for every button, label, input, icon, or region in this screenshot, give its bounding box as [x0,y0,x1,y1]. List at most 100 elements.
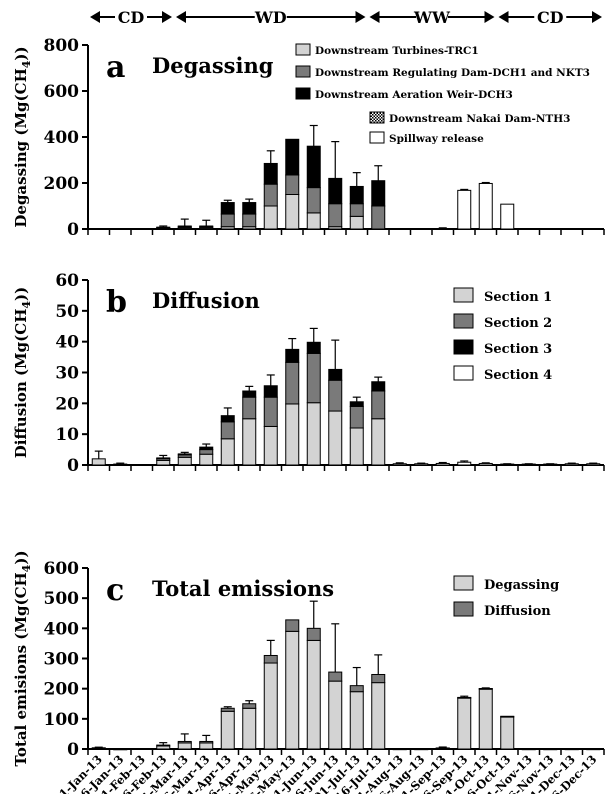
bar-segment [156,744,171,747]
season-bar: CD WD WW CD [90,8,602,27]
y-axis-label-sub: 4 [20,60,33,68]
bar-segment [285,403,300,466]
bar-segment [242,703,257,709]
y-axis-label-sub: 4 [20,301,33,309]
bar-segment [435,462,450,466]
panel-title: Degassing [152,53,274,78]
season-arrow-head [498,11,509,23]
bar-segment [457,697,472,750]
legend-label: Downstream Aeration Weir-DCH3 [315,89,513,101]
bar-segment [177,740,192,744]
bar-segment [177,742,192,750]
bar-segment [199,453,214,466]
bar-segment [564,463,579,466]
bar-segment [371,682,386,750]
bar-segment [285,630,300,750]
y-tick-label: 200 [44,680,80,700]
bar-segment [414,463,429,466]
legend-label: Downstream Turbines-TRC1 [315,45,479,57]
panel-a-degassing: 0 200 400 600 800 Degassing (Mg(CH4)) a Degassi… [12,36,605,240]
bar-segment [328,410,343,466]
bar-segment [478,688,493,690]
bar-segment [177,456,192,466]
y-tick-label: 100 [44,710,80,730]
y-axis-label: Total emisions (Mg(CH4)) [12,550,33,766]
y-tick-label: 600 [44,82,80,102]
bar-segment [91,458,106,466]
bar-segment [285,348,300,363]
legend-swatch [295,43,311,56]
season-label: CD [537,8,564,27]
bar-segment [457,461,472,466]
bar-segment [306,627,321,641]
bar-segment [199,742,214,750]
bar-segment [478,688,493,750]
bar-segment [349,185,364,205]
bar-segment [156,226,171,229]
season-label: CD [118,8,145,27]
bar-segment [328,368,343,381]
bar-segment [263,662,278,750]
bar-segment [328,203,343,228]
legend-swatch [453,339,474,355]
bar-segment [220,213,235,228]
y-tick-label: 600 [44,559,80,579]
y-tick-label: 30 [55,364,79,384]
legend-swatch [453,365,474,381]
bar-segment [457,696,472,699]
legend-swatch [453,575,474,591]
bar-segment [371,418,386,466]
bar-segment [543,748,558,751]
bar-segment [457,189,472,230]
bar-segment [586,748,601,751]
y-tick-label: 50 [55,302,79,322]
bar-segment [113,748,128,751]
season-arrow-head [484,11,495,23]
bar-segment [242,396,257,420]
y-tick-label: 200 [44,174,80,194]
y-axis-label-main: Total emisions (Mg(CH [12,572,30,766]
season-arrow-head [355,11,366,23]
bar-segment [220,710,235,750]
bar-segment [349,427,364,466]
y-axis-label-end: )) [12,550,30,564]
bar-segment [242,418,257,466]
bar-segment [500,715,515,750]
legend-label: Section 2 [484,316,552,331]
season-arrow-head [176,11,186,23]
y-axis-label: Degassing (Mg(CH4)) [12,46,33,227]
y-tick-label: 400 [44,619,80,639]
bar-segment [306,212,321,230]
bar-segment [349,691,364,750]
bar-segment [371,390,386,420]
bar-segment [285,194,300,230]
panel-letter: c [106,573,124,608]
bar-segment [220,421,235,440]
bar-segment [220,707,235,712]
y-axis-label: Diffusion (Mg(CH4)) [12,287,33,458]
bar-segment [328,379,343,412]
legend-swatch [453,313,474,329]
bar-segment [220,415,235,423]
bar-segment [349,401,364,407]
y-axis-label-main: Degassing (Mg(CH [12,68,30,227]
bar-segment [263,205,278,230]
legend-label: Section 3 [484,342,552,357]
panel-letter: a [106,50,125,85]
bar-segment [177,453,192,456]
bar-segment [156,459,171,466]
bar-segment [371,673,386,684]
bar-segment [328,680,343,750]
bar-segment [285,361,300,405]
panel-b-diffusion: 0 10 20 30 40 50 60 Diffusion (Mg(CH4)) b Diffusi… [12,271,605,476]
legend-swatch [369,131,385,144]
bar-segment [263,162,278,185]
bar-segment [306,639,321,750]
bar-segment [371,180,386,207]
bar-segment [306,352,321,404]
y-axis-label-main: Diffusion (Mg(CH [12,309,30,459]
bar-segment [371,205,386,230]
bar-segment [242,202,257,215]
season-arrow-head [369,11,380,23]
y-tick-label: 400 [44,128,80,148]
